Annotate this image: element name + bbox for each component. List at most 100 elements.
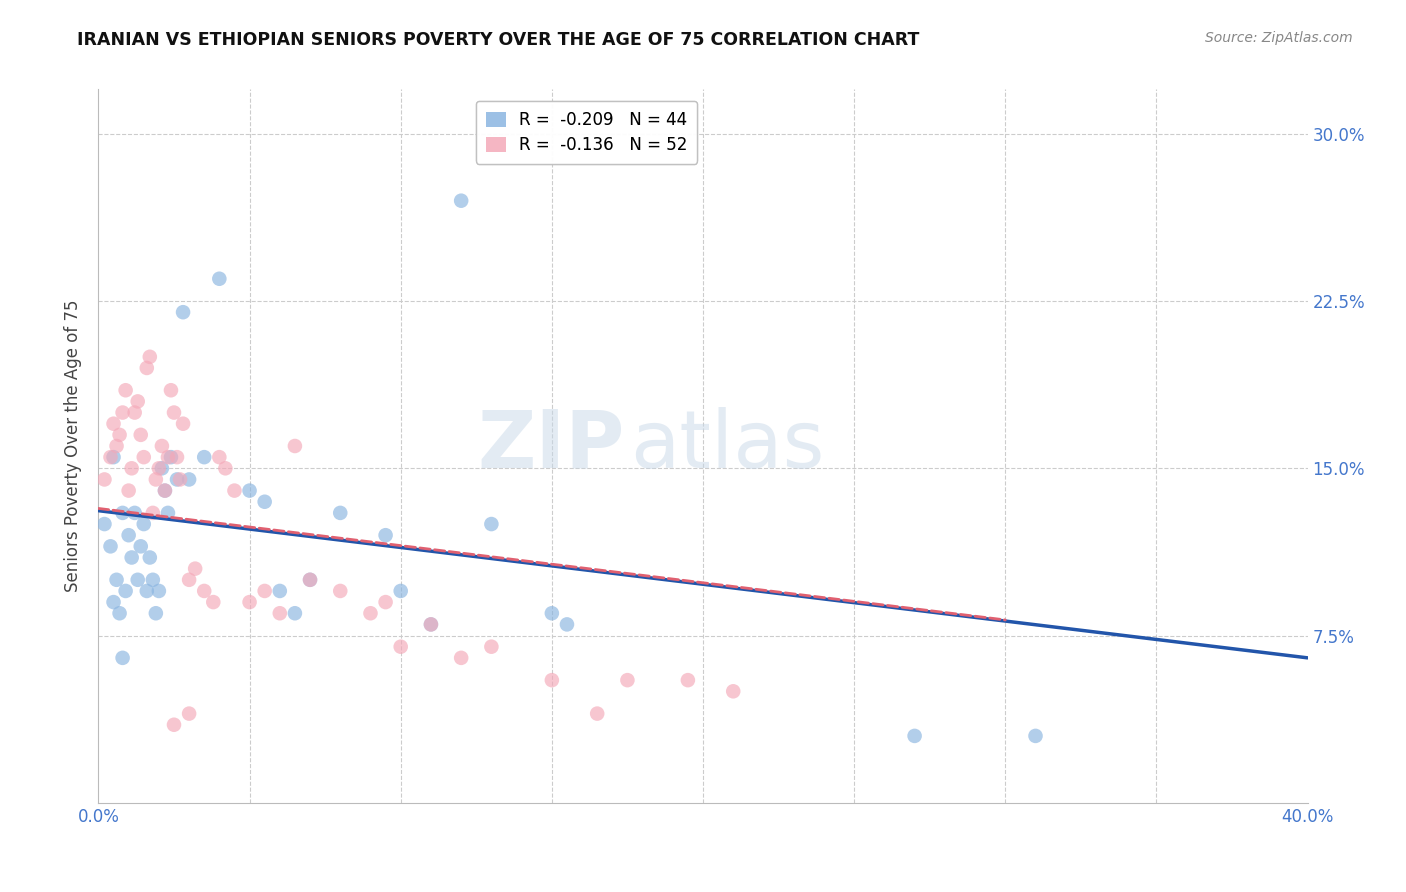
Point <box>904 729 927 743</box>
Point <box>360 607 382 621</box>
Point <box>108 427 131 442</box>
Point <box>166 450 188 464</box>
Point <box>93 516 115 531</box>
Point <box>193 450 215 464</box>
Point <box>163 405 186 419</box>
Point <box>111 405 134 419</box>
Point <box>129 427 152 442</box>
Point <box>105 573 128 587</box>
Point <box>103 417 125 431</box>
Point <box>127 573 149 587</box>
Point <box>676 673 699 687</box>
Point <box>142 506 165 520</box>
Point <box>179 706 201 721</box>
Point <box>111 506 134 520</box>
Point <box>160 384 183 398</box>
Point <box>224 483 246 498</box>
Point <box>253 494 276 508</box>
Point <box>124 405 146 419</box>
Text: ZIP: ZIP <box>477 407 624 485</box>
Point <box>329 583 352 598</box>
Point <box>239 483 262 498</box>
Point <box>172 305 194 319</box>
Point <box>127 394 149 409</box>
Text: atlas: atlas <box>630 407 825 485</box>
Point <box>148 461 170 475</box>
Point <box>450 651 472 665</box>
Point <box>153 483 176 498</box>
Point <box>389 640 412 654</box>
Point <box>148 583 170 598</box>
Point <box>172 417 194 431</box>
Point <box>540 607 562 621</box>
Y-axis label: Seniors Poverty Over the Age of 75: Seniors Poverty Over the Age of 75 <box>65 300 83 592</box>
Point <box>616 673 638 687</box>
Point <box>299 573 322 587</box>
Point <box>169 473 191 487</box>
Point <box>118 483 141 498</box>
Point <box>132 516 155 531</box>
Point <box>124 506 146 520</box>
Point <box>208 450 231 464</box>
Point <box>555 617 578 632</box>
Point <box>208 271 231 285</box>
Point <box>150 461 173 475</box>
Point <box>103 450 125 464</box>
Point <box>166 473 188 487</box>
Point <box>239 595 262 609</box>
Point <box>540 673 562 687</box>
Point <box>114 384 136 398</box>
Point <box>100 450 122 464</box>
Text: IRANIAN VS ETHIOPIAN SENIORS POVERTY OVER THE AGE OF 75 CORRELATION CHART: IRANIAN VS ETHIOPIAN SENIORS POVERTY OVE… <box>77 31 920 49</box>
Point <box>160 450 183 464</box>
Point <box>142 573 165 587</box>
Point <box>420 617 443 632</box>
Point <box>121 550 143 565</box>
Point <box>100 539 122 553</box>
Point <box>299 573 322 587</box>
Point <box>139 350 162 364</box>
Point <box>105 439 128 453</box>
Point <box>156 506 179 520</box>
Point <box>284 607 307 621</box>
Point <box>179 473 201 487</box>
Point <box>135 583 157 598</box>
Point <box>121 461 143 475</box>
Point <box>93 473 115 487</box>
Point <box>135 360 157 375</box>
Legend: R =  -0.209   N = 44, R =  -0.136   N = 52: R = -0.209 N = 44, R = -0.136 N = 52 <box>475 101 697 164</box>
Point <box>108 607 131 621</box>
Point <box>723 684 745 698</box>
Point <box>150 439 173 453</box>
Point <box>329 506 352 520</box>
Point <box>389 583 412 598</box>
Point <box>481 516 503 531</box>
Point <box>420 617 443 632</box>
Point <box>103 595 125 609</box>
Point <box>269 607 291 621</box>
Point <box>163 717 186 731</box>
Point <box>214 461 236 475</box>
Point <box>145 607 167 621</box>
Text: Source: ZipAtlas.com: Source: ZipAtlas.com <box>1205 31 1353 45</box>
Point <box>118 528 141 542</box>
Point <box>586 706 609 721</box>
Point <box>156 450 179 464</box>
Point <box>179 573 201 587</box>
Point <box>450 194 472 208</box>
Point <box>193 583 215 598</box>
Point <box>253 583 276 598</box>
Point <box>132 450 155 464</box>
Point <box>374 595 396 609</box>
Point <box>481 640 503 654</box>
Point <box>269 583 291 598</box>
Point <box>284 439 307 453</box>
Point <box>114 583 136 598</box>
Point <box>184 562 207 576</box>
Point <box>1024 729 1046 743</box>
Point <box>153 483 176 498</box>
Point <box>111 651 134 665</box>
Point <box>145 473 167 487</box>
Point <box>202 595 225 609</box>
Point <box>139 550 162 565</box>
